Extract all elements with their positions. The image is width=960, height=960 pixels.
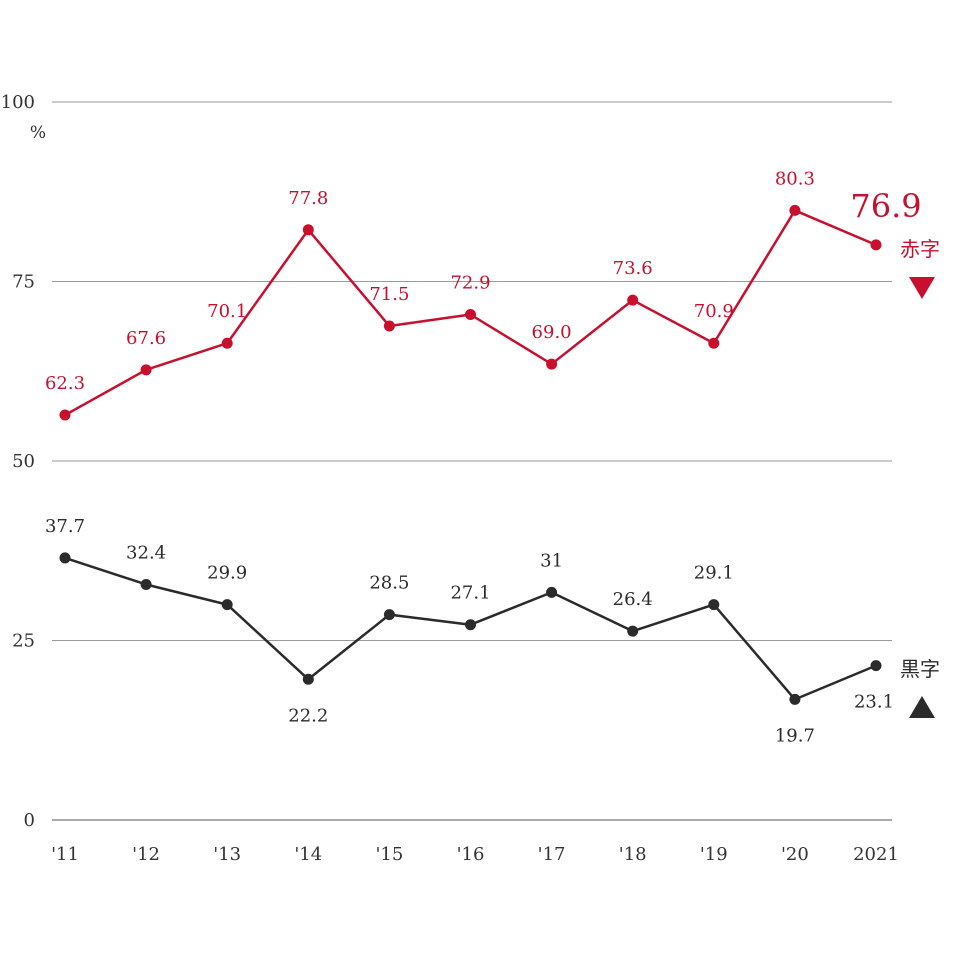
- data-point: [302, 673, 314, 685]
- data-label: 37.7: [45, 516, 85, 537]
- data-label: 29.1: [694, 563, 734, 584]
- data-label: 67.6: [126, 328, 166, 349]
- data-label: 73.6: [613, 258, 653, 279]
- data-label: 31: [540, 550, 563, 571]
- x-tick-label: '11: [51, 844, 79, 865]
- x-tick-label: '19: [700, 844, 728, 865]
- data-labels: 62.3 67.6 70.1 77.8 71.5 72.9 69.0 73.6 70.9 80.3…: [45, 168, 922, 746]
- up-triangle-icon: [909, 696, 935, 718]
- data-label: 23.1: [854, 692, 894, 713]
- data-label: 26.4: [613, 589, 653, 610]
- data-point: [302, 224, 314, 236]
- series-points: [59, 204, 882, 705]
- data-label: 76.9: [850, 187, 921, 225]
- data-point: [221, 337, 233, 349]
- data-point: [627, 294, 639, 306]
- data-point: [140, 364, 152, 376]
- data-label: 69.0: [532, 322, 572, 343]
- x-tick-label: '14: [294, 844, 322, 865]
- x-tick-label: '16: [457, 844, 485, 865]
- x-tick-label: 2021: [853, 844, 899, 865]
- data-point: [465, 619, 476, 631]
- y-tick-label: 25: [12, 631, 35, 652]
- y-axis-ticks: 0 25 50 75 100: [1, 92, 35, 831]
- data-point: [708, 337, 720, 349]
- legend-label: 赤字: [900, 237, 940, 261]
- data-label: 72.9: [450, 273, 490, 294]
- data-point: [383, 609, 395, 621]
- data-point: [59, 552, 71, 564]
- data-label: 77.8: [288, 188, 328, 209]
- data-label: 19.7: [775, 725, 815, 746]
- data-point: [870, 660, 882, 672]
- x-axis-ticks: '11 '12 '13 '14 '15 '16 '17 '18 '19 '20 2021: [51, 844, 899, 865]
- y-tick-label: 50: [12, 451, 35, 472]
- data-point: [383, 320, 395, 332]
- down-triangle-icon: [909, 277, 935, 299]
- data-point: [59, 409, 71, 421]
- x-tick-label: '13: [213, 844, 241, 865]
- data-point: [870, 239, 882, 251]
- y-axis-unit: %: [30, 123, 46, 143]
- data-point: [140, 578, 152, 590]
- data-label: 70.1: [207, 301, 247, 322]
- x-tick-label: '17: [538, 844, 566, 865]
- x-tick-label: '20: [781, 844, 809, 865]
- data-label: 28.5: [369, 573, 409, 594]
- y-tick-label: 0: [24, 810, 35, 831]
- data-point: [546, 586, 558, 598]
- data-label: 71.5: [369, 284, 409, 305]
- y-tick-label: 75: [12, 272, 35, 293]
- data-point: [789, 693, 801, 705]
- x-tick-label: '18: [619, 844, 647, 865]
- data-point: [789, 204, 801, 216]
- data-point: [708, 599, 720, 611]
- data-label: 27.1: [450, 583, 490, 604]
- y-tick-label: 100: [1, 92, 35, 113]
- data-label: 29.9: [207, 563, 247, 584]
- data-label: 70.9: [694, 301, 734, 322]
- data-label: 32.4: [126, 542, 166, 563]
- data-point: [627, 625, 639, 637]
- data-label: 22.2: [288, 705, 328, 726]
- data-label: 80.3: [775, 168, 815, 189]
- x-tick-label: '12: [132, 844, 160, 865]
- data-label: 62.3: [45, 373, 85, 394]
- grid-lines: [52, 101, 892, 821]
- data-point: [546, 358, 558, 370]
- x-tick-label: '15: [375, 844, 403, 865]
- data-point: [221, 599, 233, 611]
- data-point: [465, 309, 476, 321]
- legend-label: 黒字: [900, 657, 940, 681]
